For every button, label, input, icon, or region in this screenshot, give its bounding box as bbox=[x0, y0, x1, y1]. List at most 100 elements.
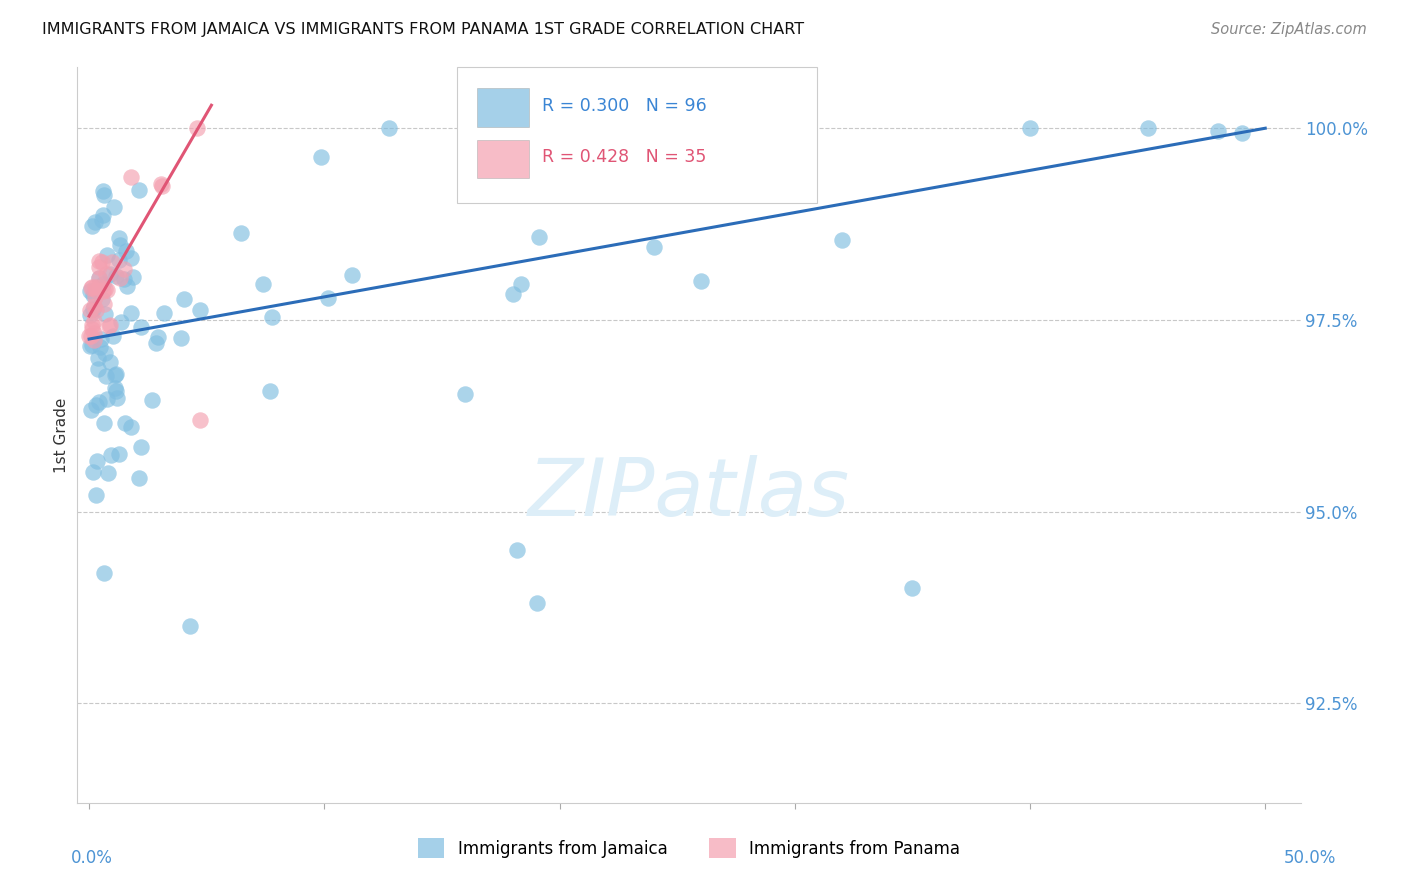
Point bbox=[1230, 126, 1253, 140]
Point bbox=[112, 272, 135, 286]
Point bbox=[108, 237, 131, 252]
Legend: Immigrants from Jamaica, Immigrants from Panama: Immigrants from Jamaica, Immigrants from… bbox=[411, 832, 967, 864]
Point bbox=[146, 330, 169, 344]
Point bbox=[82, 302, 104, 317]
Point bbox=[80, 219, 103, 233]
Point bbox=[103, 200, 125, 214]
Point bbox=[86, 454, 108, 468]
Point bbox=[93, 187, 115, 202]
Point bbox=[80, 318, 103, 332]
Point bbox=[93, 416, 115, 430]
FancyBboxPatch shape bbox=[477, 88, 529, 127]
Point bbox=[173, 292, 195, 306]
Point bbox=[378, 121, 401, 136]
Point bbox=[79, 303, 101, 318]
Point bbox=[186, 121, 208, 136]
Point bbox=[84, 488, 107, 502]
Point bbox=[129, 320, 152, 334]
Text: Source: ZipAtlas.com: Source: ZipAtlas.com bbox=[1211, 22, 1367, 37]
Point bbox=[252, 277, 274, 292]
Point bbox=[114, 262, 136, 277]
Point bbox=[83, 326, 105, 340]
Point bbox=[643, 240, 665, 254]
Point bbox=[101, 255, 124, 269]
Point bbox=[108, 447, 131, 461]
Point bbox=[79, 284, 101, 298]
Point bbox=[94, 283, 117, 297]
FancyBboxPatch shape bbox=[457, 67, 817, 203]
Point bbox=[94, 346, 117, 360]
Point bbox=[83, 299, 105, 313]
Point bbox=[97, 318, 120, 333]
Point bbox=[83, 313, 105, 327]
Point bbox=[110, 315, 132, 329]
Point bbox=[311, 149, 333, 163]
Point bbox=[342, 268, 364, 283]
Point bbox=[105, 391, 128, 405]
Point bbox=[229, 226, 252, 240]
Point bbox=[527, 230, 550, 244]
Point bbox=[145, 336, 167, 351]
Point bbox=[141, 392, 163, 407]
Point bbox=[737, 166, 759, 180]
Point bbox=[82, 338, 104, 352]
Point bbox=[87, 279, 110, 293]
Point bbox=[82, 465, 104, 479]
Point bbox=[103, 329, 125, 343]
Point bbox=[86, 302, 108, 317]
Point bbox=[80, 403, 103, 417]
Point bbox=[188, 412, 211, 426]
Point bbox=[502, 287, 524, 301]
Point bbox=[104, 384, 127, 398]
Point bbox=[259, 384, 281, 399]
Y-axis label: 1st Grade: 1st Grade bbox=[53, 397, 69, 473]
Point bbox=[98, 267, 121, 281]
Point bbox=[1136, 121, 1159, 136]
Point bbox=[179, 619, 201, 633]
Point bbox=[120, 251, 142, 265]
Point bbox=[153, 306, 176, 320]
Point bbox=[103, 368, 125, 382]
Point bbox=[94, 368, 117, 383]
Text: 50.0%: 50.0% bbox=[1284, 849, 1337, 867]
Point bbox=[114, 416, 136, 430]
Point bbox=[150, 178, 173, 192]
Point bbox=[82, 321, 104, 335]
Point bbox=[1019, 121, 1042, 136]
Point bbox=[595, 149, 617, 163]
Point bbox=[152, 178, 174, 193]
Point bbox=[526, 597, 548, 611]
Point bbox=[94, 307, 117, 321]
Point bbox=[510, 277, 533, 292]
Point bbox=[89, 254, 111, 268]
Point bbox=[454, 387, 477, 401]
Text: IMMIGRANTS FROM JAMAICA VS IMMIGRANTS FROM PANAMA 1ST GRADE CORRELATION CHART: IMMIGRANTS FROM JAMAICA VS IMMIGRANTS FR… bbox=[42, 22, 804, 37]
Point bbox=[79, 281, 101, 295]
Text: R = 0.300   N = 96: R = 0.300 N = 96 bbox=[543, 97, 707, 115]
Point bbox=[120, 306, 142, 320]
Point bbox=[98, 355, 121, 369]
Text: ZIPatlas: ZIPatlas bbox=[527, 455, 851, 533]
Point bbox=[170, 331, 193, 345]
Point bbox=[96, 392, 118, 407]
Point bbox=[84, 215, 107, 229]
Point bbox=[79, 329, 101, 343]
Point bbox=[84, 284, 107, 298]
Point bbox=[84, 399, 107, 413]
Point bbox=[783, 121, 806, 136]
Point bbox=[83, 290, 105, 304]
Text: 0.0%: 0.0% bbox=[70, 849, 112, 867]
FancyBboxPatch shape bbox=[477, 140, 529, 178]
Point bbox=[79, 308, 101, 322]
Point bbox=[478, 121, 501, 136]
Point bbox=[108, 253, 131, 268]
Point bbox=[91, 284, 114, 298]
Point bbox=[79, 338, 101, 352]
Point bbox=[83, 333, 105, 347]
Point bbox=[90, 255, 112, 269]
Point bbox=[108, 231, 131, 245]
Point bbox=[89, 395, 111, 409]
Point bbox=[120, 169, 142, 184]
Point bbox=[89, 340, 111, 354]
Point bbox=[104, 380, 127, 394]
